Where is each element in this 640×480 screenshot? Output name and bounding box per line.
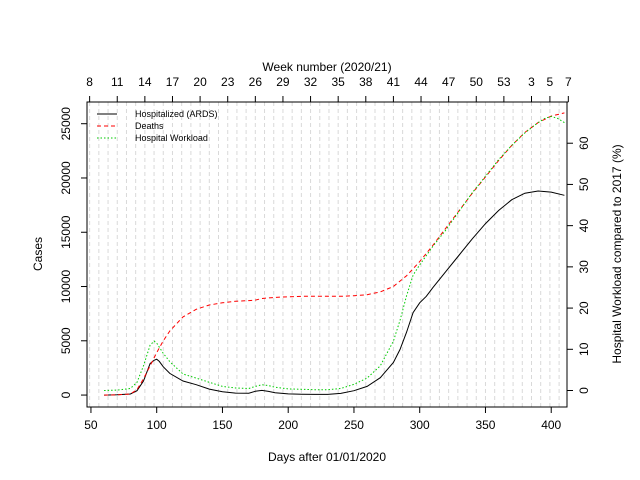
- top-tick-label: 44: [414, 75, 428, 89]
- x-tick-label: 300: [410, 418, 430, 432]
- top-tick-label: 23: [221, 75, 235, 89]
- top-tick-label: 29: [276, 75, 290, 89]
- top-axis-title: Week number (2020/21): [262, 60, 391, 74]
- y2-tick-label: 10: [577, 342, 591, 356]
- legend-label: Hospitalized (ARDS): [135, 109, 218, 119]
- x-tick-label: 250: [344, 418, 364, 432]
- y-tick-label: 20000: [59, 161, 73, 195]
- y2-axis-title: Hospital Workload compared to 2017 (%): [610, 144, 624, 363]
- top-tick-label: 8: [86, 75, 93, 89]
- top-tick-label: 5: [547, 75, 554, 89]
- top-tick-label: 38: [359, 75, 373, 89]
- y2-tick-label: 50: [577, 177, 591, 191]
- x-tick-label: 400: [541, 418, 561, 432]
- top-tick-label: 11: [111, 75, 124, 89]
- top-tick-label: 53: [497, 75, 511, 89]
- top-tick-label: 17: [166, 75, 180, 89]
- y2-tick-label: 30: [577, 260, 591, 274]
- legend: Hospitalized (ARDS) Deaths Hospital Worklo…: [97, 109, 218, 143]
- grid-layer: [89, 102, 560, 407]
- y2-tick-label: 40: [577, 219, 591, 233]
- y-tick-label: 15000: [59, 215, 73, 249]
- top-tick-label: 20: [193, 75, 207, 89]
- x-tick-label: 50: [84, 418, 98, 432]
- series-line-0: [104, 190, 565, 396]
- y-tick-label: 0: [59, 391, 73, 398]
- top-tick-label: 7: [565, 75, 572, 89]
- top-tick-label: 35: [331, 75, 345, 89]
- top-tick-label: 26: [249, 75, 263, 89]
- top-tick-label: 32: [304, 75, 318, 89]
- y-tick-label: 25000: [59, 107, 73, 141]
- y-tick-label: 5000: [59, 327, 73, 354]
- x-tick-label: 200: [278, 418, 298, 432]
- axis-layer: 50 100 150 200 250 300 350 40005000100001500020…: [59, 75, 591, 432]
- x-tick-label: 150: [212, 418, 232, 432]
- series-layer: [104, 112, 565, 396]
- top-tick-label: 41: [387, 75, 401, 89]
- legend-label: Deaths: [135, 121, 164, 131]
- top-tick-label: 47: [442, 75, 456, 89]
- x-axis-title: Days after 01/01/2020: [268, 450, 386, 464]
- top-tick-label: 50: [470, 75, 484, 89]
- top-tick-label: 3: [528, 75, 535, 89]
- x-tick-label: 350: [475, 418, 495, 432]
- y2-tick-label: 20: [577, 301, 591, 315]
- x-tick-label: 100: [147, 418, 167, 432]
- legend-label: Hospital Workload: [135, 133, 208, 143]
- y2-tick-label: 0: [577, 387, 591, 394]
- y-tick-label: 10000: [59, 270, 73, 304]
- y2-tick-label: 60: [577, 136, 591, 150]
- series-line-2: [104, 115, 565, 391]
- y-axis-title: Cases: [31, 237, 45, 271]
- top-tick-label: 14: [138, 75, 152, 89]
